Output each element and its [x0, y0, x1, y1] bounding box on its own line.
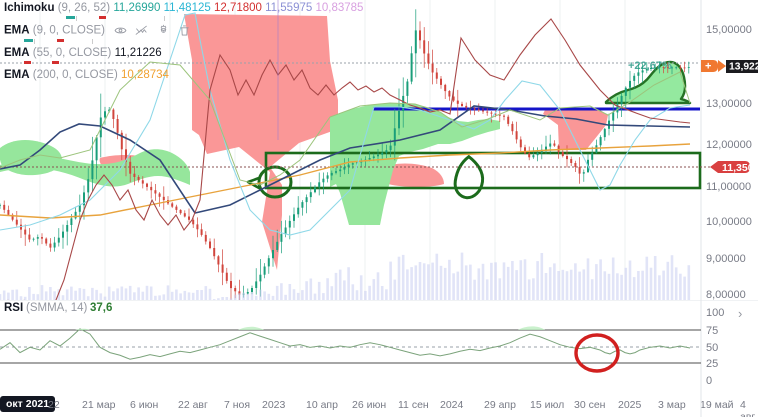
- svg-text:37,6: 37,6: [90, 302, 112, 314]
- svg-text:(SMMA, 14): (SMMA, 14): [26, 302, 88, 314]
- svg-text:12,00000: 12,00000: [706, 139, 752, 151]
- svg-text:50: 50: [706, 342, 718, 354]
- svg-text:25: 25: [706, 358, 718, 370]
- svg-text:13,00000: 13,00000: [706, 98, 752, 110]
- svg-text:8,00000: 8,00000: [706, 289, 746, 300]
- svg-text:RSI: RSI: [4, 302, 23, 314]
- svg-text:+22,67%: +22,67%: [628, 60, 672, 72]
- svg-text:0: 0: [706, 375, 712, 387]
- svg-text:11,35000: 11,35000: [722, 162, 758, 174]
- svg-text:13,92295: 13,92295: [729, 62, 758, 73]
- svg-text:15,00000: 15,00000: [706, 24, 752, 36]
- svg-text:100: 100: [706, 307, 724, 319]
- svg-text:11,00000: 11,00000: [706, 181, 751, 193]
- svg-text:75: 75: [706, 325, 718, 337]
- svg-text:›: ›: [738, 306, 742, 321]
- svg-text:10,00000: 10,00000: [706, 216, 752, 228]
- svg-text:+: +: [705, 61, 711, 73]
- svg-text:9,00000: 9,00000: [706, 253, 746, 265]
